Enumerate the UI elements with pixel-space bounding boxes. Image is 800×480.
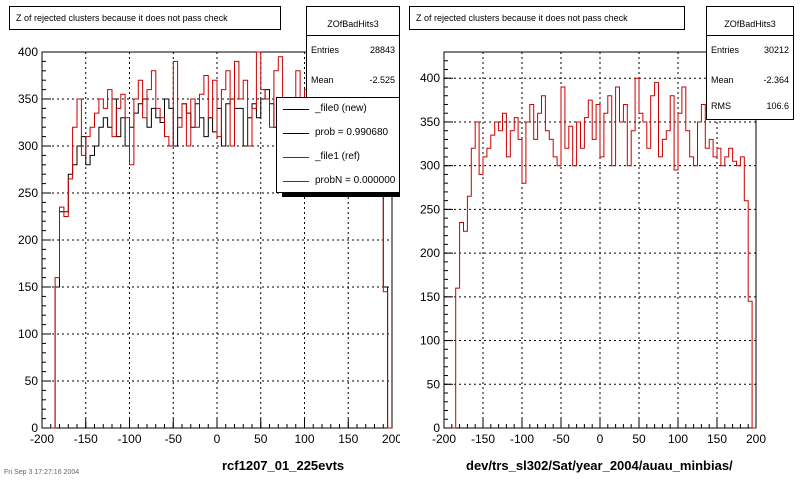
right-stats-rms-label: RMS bbox=[711, 101, 731, 111]
right-stats-box: ZOfBadHits3 Entries 30212 Mean -2.364 RMS 1… bbox=[706, 6, 794, 120]
right-ytick-label-4: 200 bbox=[420, 246, 440, 260]
right-ytick-label-8: 400 bbox=[420, 71, 440, 85]
left-ytick-label-0: 0 bbox=[31, 421, 38, 435]
timestamp-text: Fri Sep 3 17:27:16 2004 bbox=[4, 469, 80, 476]
right-ytick-label-7: 350 bbox=[420, 115, 440, 129]
left-ytick-label-1: 50 bbox=[25, 374, 39, 388]
legend-label-probn: probN = 0.000000 bbox=[315, 175, 396, 186]
left-xtick-label-2: -100 bbox=[117, 432, 141, 446]
legend-entry-probn: probN = 0.000000 bbox=[277, 170, 399, 192]
right-ytick-label-1: 50 bbox=[427, 377, 441, 391]
right-stats-mean-value: -2.364 bbox=[763, 75, 789, 85]
left-x-axis-label: rcf1207_01_225evts bbox=[222, 458, 345, 473]
right-ytick-label-5: 250 bbox=[420, 202, 440, 216]
left-xtick-label-8: 200 bbox=[382, 432, 400, 446]
right-xtick-label-1: -150 bbox=[471, 432, 495, 446]
right-xtick-label-8: 200 bbox=[746, 432, 766, 446]
right-stats-name: ZOfBadHits3 bbox=[724, 19, 776, 29]
left-xtick-label-3: -50 bbox=[165, 432, 183, 446]
left-chart-title: Z of rejected clusters because it does n… bbox=[9, 6, 281, 30]
legend-entry-file1: _file1 (ref) bbox=[277, 146, 399, 170]
legend-entry-prob: prob = 0.990680 bbox=[277, 122, 399, 146]
right-ytick-label-6: 300 bbox=[420, 159, 440, 173]
left-stats-entries-value: 28843 bbox=[369, 45, 395, 55]
left-stats-entries-label: Entries bbox=[311, 45, 340, 55]
right-stats-entries-label: Entries bbox=[711, 45, 740, 55]
legend-entry-file0: _file0 (new) bbox=[277, 98, 399, 122]
left-stats-mean-label: Mean bbox=[311, 75, 334, 85]
right-ytick-label-3: 150 bbox=[420, 290, 440, 304]
left-ytick-label-4: 200 bbox=[18, 233, 38, 247]
right-xtick-label-5: 50 bbox=[632, 432, 646, 446]
left-legend: _file0 (new) prob = 0.990680 _file1 (ref… bbox=[276, 97, 400, 193]
right-xtick-label-4: 0 bbox=[597, 432, 604, 446]
left-xtick-label-0: -200 bbox=[30, 432, 54, 446]
right-stats-entries-value: 30212 bbox=[763, 45, 789, 55]
right-stats-rms-value: 106.6 bbox=[766, 101, 789, 111]
left-ytick-label-7: 350 bbox=[18, 92, 38, 106]
left-ytick-label-2: 100 bbox=[18, 327, 38, 341]
right-x-axis-label: dev/trs_sl302/Sat/year_2004/auau_minbias… bbox=[466, 458, 733, 473]
right-ytick-label-2: 100 bbox=[420, 334, 440, 348]
left-stats-name: ZOfBadHits3 bbox=[327, 19, 379, 29]
left-ytick-label-6: 300 bbox=[18, 139, 38, 153]
left-ytick-label-3: 150 bbox=[18, 280, 38, 294]
left-stats-box: ZOfBadHits3 Entries 28843 Mean -2.525 bbox=[306, 6, 400, 98]
right-histogram-chart: -200 -150 -100 -50 0 50 100 150 200 0 50 100 150 200 2… bbox=[420, 51, 766, 446]
right-xtick-label-2: -100 bbox=[510, 432, 534, 446]
left-xtick-label-7: 150 bbox=[338, 432, 358, 446]
right-xtick-label-3: -50 bbox=[552, 432, 570, 446]
right-series-0 bbox=[451, 77, 756, 429]
left-ytick-label-8: 400 bbox=[18, 45, 38, 59]
right-ytick-label-0: 0 bbox=[433, 421, 440, 435]
left-stats-mean-value: -2.525 bbox=[369, 75, 395, 85]
left-xtick-label-5: 50 bbox=[254, 432, 268, 446]
left-ytick-label-5: 250 bbox=[18, 186, 38, 200]
right-xtick-label-0: -200 bbox=[432, 432, 456, 446]
legend-label-file1: _file1 (ref) bbox=[315, 151, 361, 162]
legend-label-file0: _file0 (new) bbox=[315, 103, 367, 114]
left-xtick-label-6: 100 bbox=[294, 432, 314, 446]
legend-label-prob: prob = 0.990680 bbox=[315, 127, 389, 138]
right-xtick-label-7: 150 bbox=[707, 432, 727, 446]
left-xtick-label-1: -150 bbox=[74, 432, 98, 446]
right-chart-title: Z of rejected clusters because it does n… bbox=[409, 6, 685, 30]
left-xtick-label-4: 0 bbox=[214, 432, 221, 446]
right-xtick-label-6: 100 bbox=[668, 432, 688, 446]
right-stats-mean-label: Mean bbox=[711, 75, 734, 85]
